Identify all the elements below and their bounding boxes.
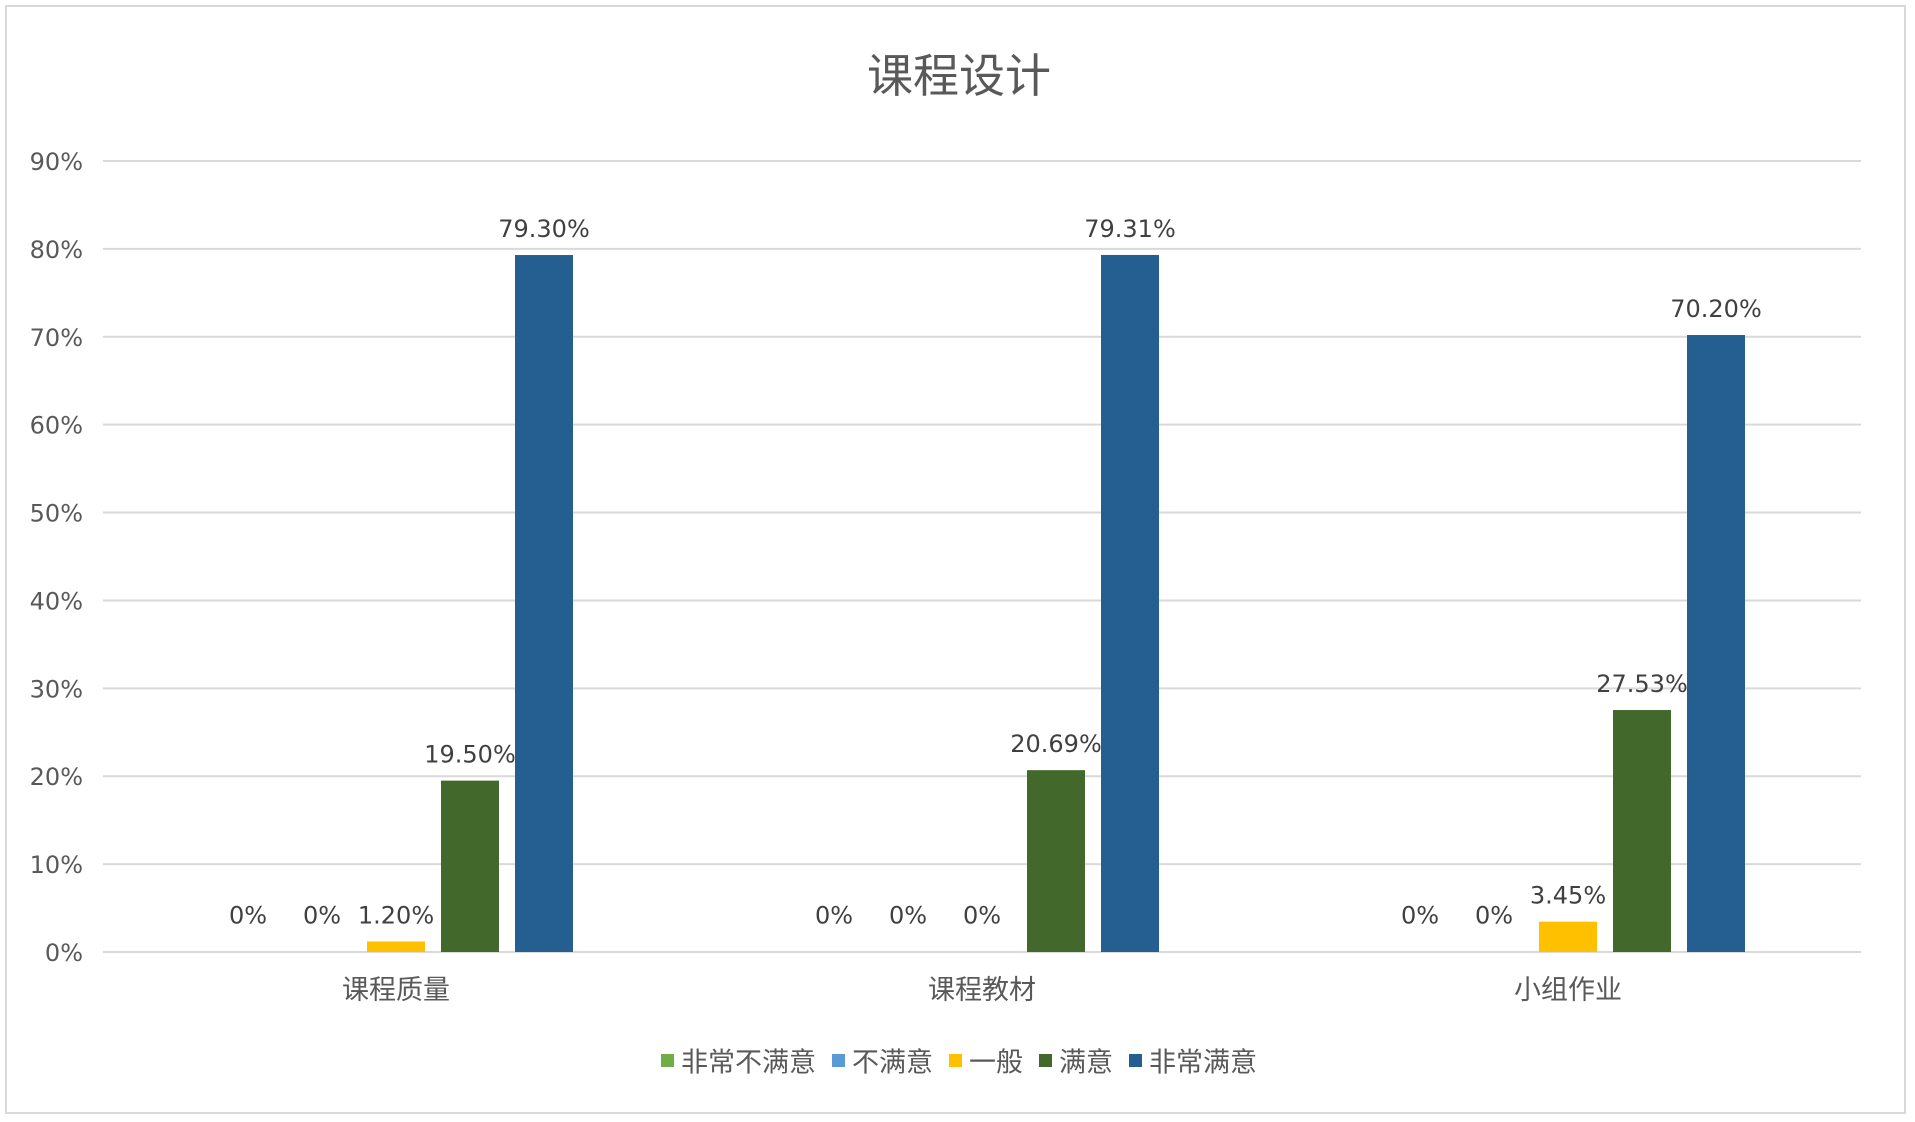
data-label: 0% xyxy=(815,901,853,929)
legend-swatch xyxy=(1039,1054,1052,1067)
bar xyxy=(1613,710,1671,952)
bar xyxy=(441,780,499,952)
y-tick-label: 70% xyxy=(30,324,83,352)
chart-title: 课程设计 xyxy=(867,49,1051,103)
y-tick-label: 30% xyxy=(30,675,83,703)
bar xyxy=(1539,921,1597,952)
data-label: 27.53% xyxy=(1596,670,1688,698)
chart-svg: 课程设计 0% 10% 20% 30% 40% 50% 60% 70% 80% 90% 0% 0% 1… xyxy=(30,49,1861,1079)
y-tick-label: 60% xyxy=(30,412,83,440)
bar xyxy=(1027,770,1085,952)
data-label: 0% xyxy=(1401,901,1439,929)
legend-swatch xyxy=(949,1054,962,1067)
data-label: 1.20% xyxy=(358,901,434,929)
legend-item: 一般 xyxy=(949,1048,1023,1079)
data-label: 0% xyxy=(1475,901,1513,929)
legend: 非常不满意 不满意 一般 满意 非常满意 xyxy=(661,1048,1257,1079)
category-label: 课程质量 xyxy=(342,975,450,1006)
y-tick-label: 20% xyxy=(30,763,83,791)
category-label: 课程教材 xyxy=(928,975,1036,1006)
data-label: 0% xyxy=(303,901,341,929)
bar xyxy=(1687,335,1745,952)
legend-item: 不满意 xyxy=(832,1048,933,1079)
legend-label: 非常满意 xyxy=(1149,1048,1257,1079)
legend-item: 非常满意 xyxy=(1129,1048,1257,1079)
y-tick-label: 40% xyxy=(30,587,83,615)
category-label: 小组作业 xyxy=(1514,975,1622,1006)
chart-frame: 课程设计 0% 10% 20% 30% 40% 50% 60% 70% 80% 90% 0% 0% 1… xyxy=(5,5,1906,1114)
legend-item: 非常不满意 xyxy=(661,1048,816,1079)
legend-label: 一般 xyxy=(969,1048,1023,1079)
y-axis-ticks: 0% 10% 20% 30% 40% 50% 60% 70% 80% 90% xyxy=(30,148,83,967)
data-label: 0% xyxy=(229,901,267,929)
bar xyxy=(367,941,425,952)
legend-label: 非常不满意 xyxy=(681,1048,816,1079)
x-axis-categories: 课程质量 课程教材 小组作业 xyxy=(342,975,1622,1006)
y-tick-label: 10% xyxy=(30,851,83,879)
bars xyxy=(367,254,1745,952)
data-label: 20.69% xyxy=(1010,730,1102,758)
data-label: 79.30% xyxy=(498,215,590,243)
legend-label: 不满意 xyxy=(852,1048,933,1079)
legend-swatch xyxy=(1129,1054,1142,1067)
legend-swatch xyxy=(661,1054,674,1067)
y-tick-label: 80% xyxy=(30,236,83,264)
data-label: 79.31% xyxy=(1084,215,1176,243)
y-tick-label: 0% xyxy=(45,939,83,967)
y-tick-label: 50% xyxy=(30,500,83,528)
y-tick-label: 90% xyxy=(30,148,83,176)
bar xyxy=(1101,254,1159,952)
data-labels: 0% 0% 1.20% 19.50% 79.30% 0% 0% 0% 20.69% 79.31% 0… xyxy=(229,215,1762,930)
bar xyxy=(515,255,573,952)
legend-swatch xyxy=(832,1054,845,1067)
data-label: 0% xyxy=(889,901,927,929)
legend-item: 满意 xyxy=(1039,1048,1113,1079)
legend-label: 满意 xyxy=(1059,1048,1113,1079)
data-label: 0% xyxy=(963,901,1001,929)
data-label: 19.50% xyxy=(424,741,516,769)
gridlines xyxy=(103,160,1861,953)
data-label: 3.45% xyxy=(1530,882,1606,910)
data-label: 70.20% xyxy=(1670,295,1762,323)
